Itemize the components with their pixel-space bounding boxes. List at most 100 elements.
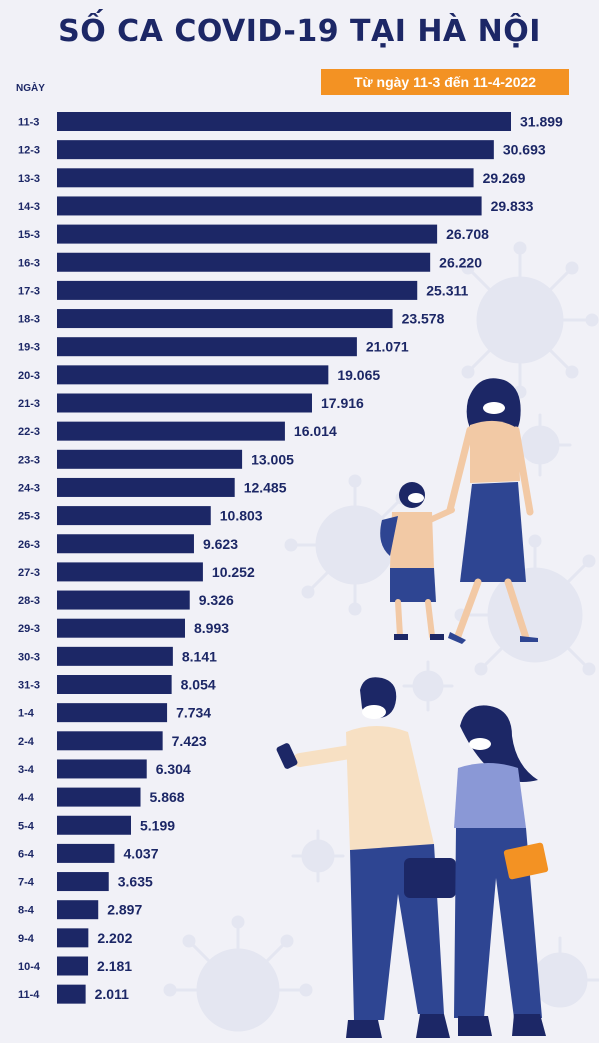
bar [57,675,172,694]
category-label: 26-3 [18,539,40,551]
value-label: 25.311 [426,282,468,298]
category-label: 11-4 [18,989,40,1001]
category-label: 11-3 [18,117,39,129]
value-label: 5.199 [140,817,175,833]
bar [57,168,474,188]
bar [57,309,393,329]
value-label: 7.734 [176,705,211,721]
category-label: 16-3 [18,257,40,269]
category-label: 3-4 [18,764,35,776]
category-label: 22-3 [18,426,40,438]
bar [57,815,131,835]
value-label: 8.141 [182,648,217,664]
bar [57,280,418,300]
bar [57,900,99,920]
bar [57,140,494,160]
category-label: 23-3 [18,454,40,466]
category-label: 21-3 [18,398,40,410]
value-label: 10.252 [212,564,255,580]
bar [57,196,482,216]
page-title: SỐ CA COVID-19 TẠI HÀ NỘI [58,14,541,49]
value-label: 2.011 [95,986,129,1002]
bar [57,984,86,1004]
value-label: 2.202 [97,930,132,946]
bar [57,365,329,385]
bar [57,703,168,723]
category-label: 20-3 [18,370,40,382]
bar [57,787,141,807]
category-label: 24-3 [18,482,40,494]
value-label: 23.578 [402,311,445,327]
value-label: 31.899 [520,114,563,130]
category-label: 8-4 [18,905,35,917]
category-label: 13-3 [18,173,40,185]
value-label: 3.635 [118,874,153,890]
category-label: 19-3 [18,342,40,354]
value-label: 9.623 [203,536,238,552]
value-label: 10.803 [220,508,263,524]
category-label: 28-3 [18,595,40,607]
value-label: 29.833 [491,198,534,214]
value-label: 12.485 [244,479,287,495]
category-label: 10-4 [18,961,41,973]
bar [57,252,431,272]
value-label: 8.054 [181,677,216,693]
category-label: 4-4 [18,792,35,804]
value-label: 21.071 [366,339,409,355]
category-label: 27-3 [18,567,40,579]
value-label: 5.868 [150,789,185,805]
bar [57,449,243,469]
bar [57,112,511,131]
value-label: 26.220 [439,254,482,270]
category-label: 17-3 [18,285,40,297]
y-axis-label: NGÀY [16,83,45,94]
bar [57,843,115,863]
bar [57,618,185,638]
bar [57,224,438,244]
woman-with-mask-icon [446,378,538,644]
value-label: 30.693 [503,142,546,158]
value-label: 8.993 [194,620,229,636]
value-label: 2.181 [97,958,132,974]
bar [57,421,285,441]
bar [57,759,147,779]
category-label: 6-4 [18,848,35,860]
date-range-badge: Từ ngày 11-3 đến 11-4-2022 [321,69,569,95]
bar [57,646,173,666]
bar [57,590,190,610]
value-label: 17.916 [321,395,364,411]
bar [57,731,163,751]
value-label: 7.423 [172,733,207,749]
category-label: 12-3 [18,145,40,157]
category-label: 29-3 [18,623,40,635]
category-label: 1-4 [18,708,35,720]
woman-with-bag-icon [454,705,549,1036]
child-with-backpack-icon [380,482,455,640]
category-label: 25-3 [18,511,40,523]
category-label: 7-4 [18,877,35,889]
value-label: 26.708 [446,226,489,242]
value-label: 13.005 [251,451,294,467]
value-label: 19.065 [337,367,380,383]
bar [57,956,89,976]
value-label: 9.326 [199,592,234,608]
man-with-phone-icon [276,677,456,1038]
category-label: 5-4 [18,820,35,832]
category-label: 9-4 [18,933,35,945]
value-label: 4.037 [123,845,158,861]
bar [57,872,109,892]
category-label: 14-3 [18,201,40,213]
value-label: 6.304 [156,761,191,777]
bar [57,928,89,948]
category-label: 15-3 [18,229,40,241]
category-label: 30-3 [18,651,40,663]
bar [57,337,357,357]
value-label: 16.014 [294,423,337,439]
category-label: 18-3 [18,314,40,326]
bar [57,393,312,413]
category-label: 2-4 [18,736,35,748]
